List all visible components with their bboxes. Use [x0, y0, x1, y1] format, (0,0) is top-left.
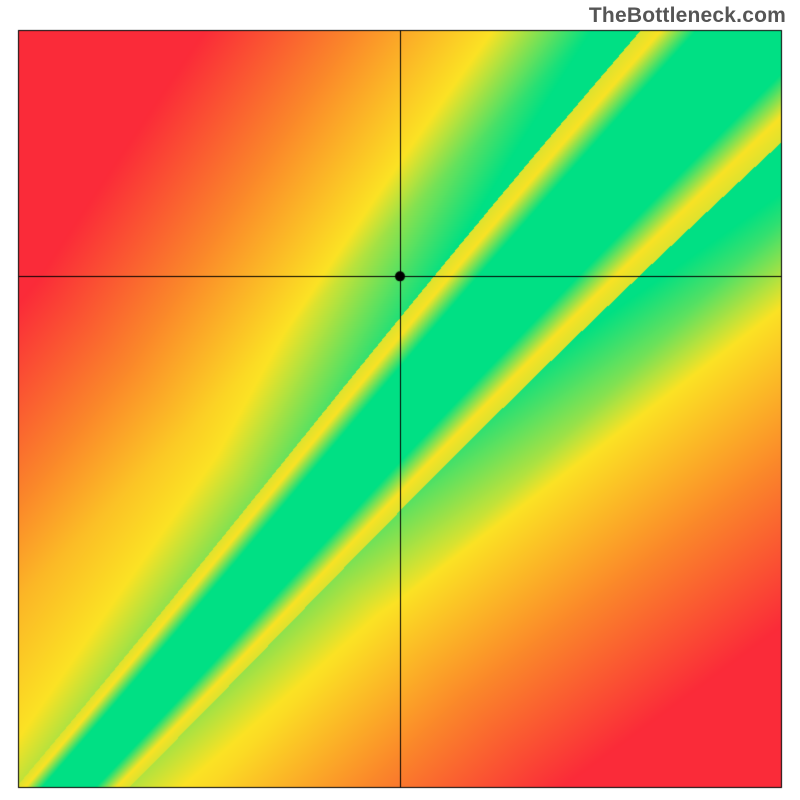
- plot-container: TheBottleneck.com: [0, 0, 800, 800]
- heatmap-canvas: [0, 0, 800, 800]
- watermark-text: TheBottleneck.com: [589, 4, 786, 28]
